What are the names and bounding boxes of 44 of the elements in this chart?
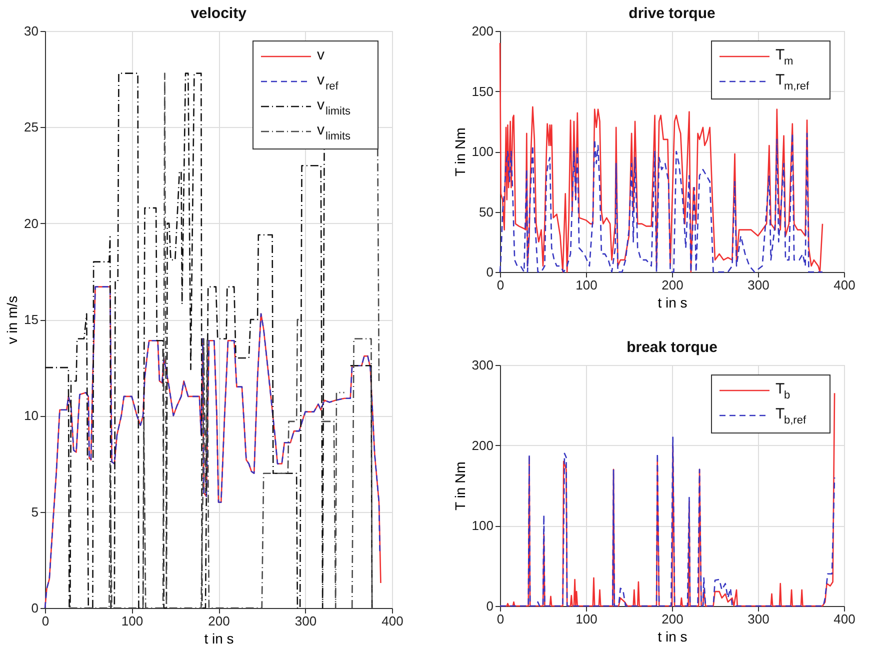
y-tick-label: 20 [24, 216, 38, 231]
chart-title: break torque [626, 339, 718, 356]
x-tick-label: 200 [208, 614, 230, 628]
x-tick-label: 200 [662, 612, 684, 626]
x-tick-label: 100 [576, 278, 598, 292]
y-axis-title: v in m/s [4, 296, 20, 344]
chart-title: velocity [190, 5, 248, 22]
y-tick-label: 50 [479, 204, 494, 220]
x-tick-label: 400 [834, 278, 856, 292]
x-tick-label: 200 [662, 278, 684, 292]
y-tick-label: 5 [31, 504, 38, 520]
y-tick-label: 300 [472, 358, 494, 372]
y-tick-label: 25 [24, 120, 38, 135]
x-tick-label: 300 [748, 278, 770, 292]
x-tick-label: 300 [748, 612, 770, 626]
y-tick-label: 150 [472, 84, 494, 99]
x-axis-title: t in s [658, 294, 688, 310]
legend-label: v [317, 46, 325, 64]
y-tick-label: 200 [472, 438, 494, 453]
x-tick-label: 300 [294, 614, 317, 628]
x-tick-label: 0 [42, 614, 50, 628]
y-tick-label: 0 [486, 598, 494, 614]
y-tick-label: 100 [472, 144, 494, 159]
x-tick-label: 400 [834, 612, 856, 626]
y-tick-label: 100 [472, 518, 494, 534]
x-tick-label: 0 [496, 278, 504, 292]
y-tick-label: 15 [24, 312, 38, 327]
x-tick-label: 100 [576, 612, 598, 626]
line-series [499, 42, 824, 273]
line-series [499, 436, 836, 607]
x-tick-label: 100 [121, 614, 144, 628]
y-tick-label: 0 [486, 264, 494, 280]
chart-title: drive torque [628, 5, 716, 22]
x-axis-title: t in s [658, 628, 688, 644]
y-axis-title: T in Nm [452, 462, 468, 510]
y-axis-title: T in Nm [452, 128, 468, 176]
y-tick-label: 0 [31, 600, 38, 616]
y-tick-label: 10 [24, 408, 38, 424]
line-series [499, 132, 824, 273]
x-axis-title: t in s [204, 630, 234, 646]
y-tick-label: 200 [472, 24, 494, 38]
y-tick-label: 30 [24, 24, 38, 38]
x-tick-label: 0 [496, 612, 504, 626]
x-tick-label: 400 [382, 614, 404, 628]
